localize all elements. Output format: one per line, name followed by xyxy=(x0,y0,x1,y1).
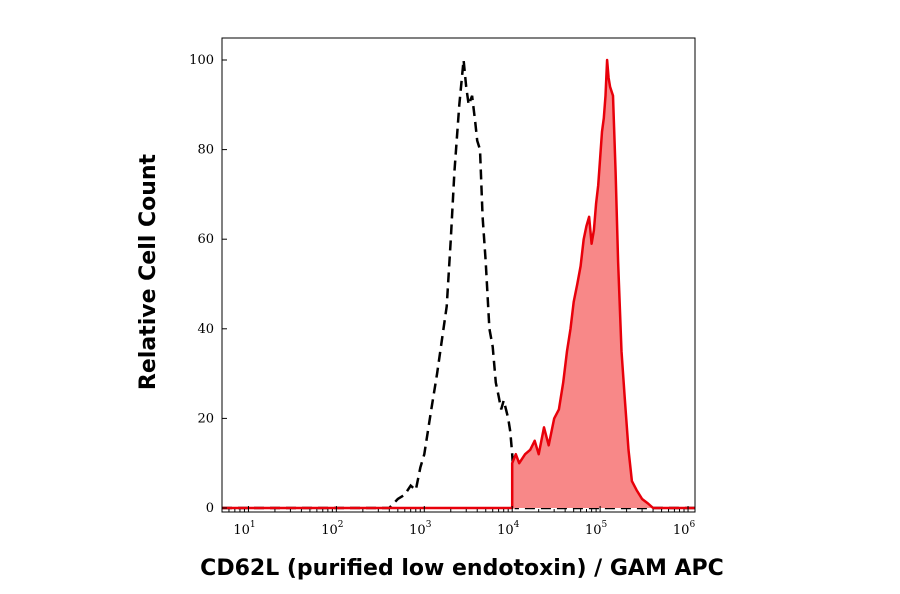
y-tick-label: 0 xyxy=(206,501,214,516)
y-tick-label: 40 xyxy=(197,322,214,337)
plot-layer xyxy=(222,58,695,510)
y-tick-label: 80 xyxy=(197,143,214,158)
x-axis-ticks: 101 102 103 104 105 106 xyxy=(221,506,696,538)
stained-histogram-line xyxy=(222,58,695,510)
x-tick-label: 102 xyxy=(321,520,343,538)
plot-frame xyxy=(221,37,696,513)
stained-histogram-fill xyxy=(222,60,695,508)
x-tick-label: 103 xyxy=(409,520,432,538)
x-tick-label: 105 xyxy=(585,520,608,538)
x-tick-label: 106 xyxy=(673,520,696,538)
y-axis-title: Relative Cell Count xyxy=(136,153,161,390)
x-tick-label: 104 xyxy=(497,520,520,538)
y-tick-label: 100 xyxy=(189,53,214,68)
control-histogram-line xyxy=(222,59,695,510)
y-tick-label: 60 xyxy=(197,232,214,247)
x-tick-label: 101 xyxy=(233,520,255,538)
y-axis-ticks: 0 20 40 60 80 100 xyxy=(189,53,227,516)
x-axis-title: CD62L (purified low endotoxin) / GAM APC xyxy=(200,556,724,581)
y-tick-label: 20 xyxy=(197,411,214,426)
